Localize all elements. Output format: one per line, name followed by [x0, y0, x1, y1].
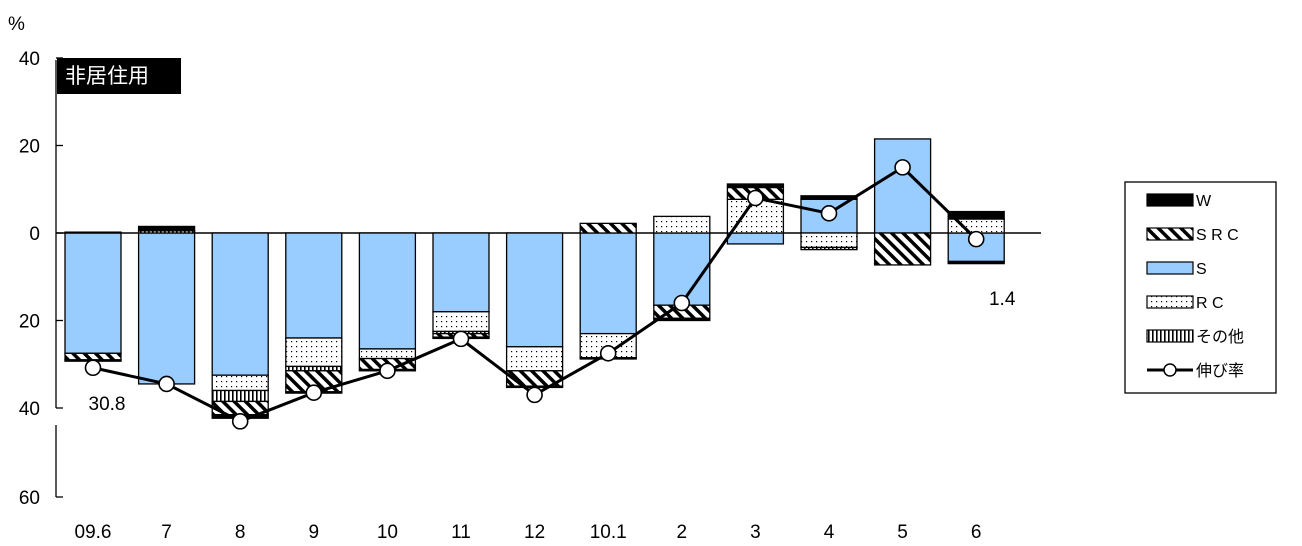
y-tick-label: 0	[29, 224, 40, 245]
x-tick-label: 11	[451, 522, 471, 543]
bar-segment-W	[947, 210, 1005, 220]
growth-line-point	[747, 189, 764, 207]
x-tick-label: 7	[161, 522, 172, 543]
legend-label: S R C	[1196, 227, 1239, 244]
legend-swatch-その他	[1146, 329, 1194, 343]
x-tick-label: 4	[824, 522, 835, 543]
bar-segment-S	[64, 232, 122, 354]
bar-segment-RC	[211, 374, 269, 392]
bar-segment-RC	[358, 348, 417, 360]
bar-segment-S	[285, 232, 343, 339]
bar-segment-S	[505, 232, 564, 348]
bar-segment-W	[137, 225, 196, 232]
bar-segment-S	[211, 232, 269, 376]
growth-line-point	[526, 386, 543, 404]
annotations: 30.8 1.4	[89, 289, 1016, 415]
growth-line-point	[967, 230, 985, 248]
legend-swatch-W	[1146, 193, 1194, 207]
y-tick-label: 40	[19, 399, 40, 420]
value-annotation: 30.8	[89, 394, 126, 415]
bar-segment-SRC	[64, 352, 122, 361]
bar-segment-W	[800, 195, 858, 200]
bar-segment-RC	[653, 215, 711, 234]
y-tick-label: 20	[19, 312, 40, 333]
y-tick-label: 60	[19, 488, 40, 509]
x-tick-label: 12	[524, 522, 545, 543]
x-tick-labels: 09.6 7 8 9 10 11 12 10.1 2 3 4 5 6	[75, 522, 982, 543]
growth-line-point	[158, 375, 175, 393]
bars	[64, 138, 1005, 419]
growth-line-point	[84, 359, 102, 377]
title-badge	[57, 58, 181, 94]
x-tick-label: 10	[377, 522, 398, 543]
legend-label: R C	[1196, 295, 1224, 312]
bar-segment-RC	[505, 346, 564, 372]
bar-segment-RC	[432, 311, 490, 333]
x-tick-label: 09.6	[75, 522, 112, 543]
growth-line-point	[379, 362, 396, 380]
legend-label: S	[1196, 261, 1207, 278]
growth-line-point	[894, 159, 911, 176]
legend-label: 伸び率	[1196, 362, 1244, 380]
growth-line-point	[305, 384, 323, 401]
bar-segment-S	[358, 232, 417, 350]
growth-line-point	[452, 330, 470, 348]
bar-segment-その他	[800, 246, 858, 251]
x-tick-label: 8	[235, 522, 246, 543]
bar-segment-W	[947, 260, 1005, 265]
legend-swatch-marker	[1163, 363, 1177, 377]
bar-segment-その他	[211, 389, 269, 403]
legend-label: その他	[1196, 328, 1244, 346]
y-tick-label: 40	[19, 49, 40, 70]
bar-segment-RC	[800, 232, 858, 249]
legend-swatch-RC	[1146, 295, 1194, 309]
y-unit-label: %	[8, 14, 25, 35]
x-tick-label: 10.1	[590, 522, 627, 543]
growth-line-point	[599, 345, 617, 362]
x-tick-label: 6	[971, 522, 982, 543]
x-tick-label: 9	[309, 522, 320, 543]
growth-line	[84, 159, 985, 430]
growth-line-point	[820, 205, 838, 222]
bar-segment-SRC	[579, 222, 637, 234]
x-tick-label: 5	[897, 522, 908, 543]
legend-label: W	[1196, 193, 1212, 210]
legend-box	[1124, 181, 1277, 394]
bar-segment-W	[64, 231, 122, 234]
bar-segment-S	[137, 232, 196, 385]
growth-line-point	[231, 413, 249, 430]
bar-segment-S	[726, 232, 785, 245]
x-tick-label: 2	[677, 522, 688, 543]
bar-segment-その他	[285, 365, 343, 372]
bar-segment-RC	[285, 337, 343, 368]
value-annotation: 1.4	[989, 289, 1016, 310]
bar-segment-S	[653, 232, 711, 306]
bar-segment-S	[432, 232, 490, 313]
y-ticks: 40 20 0 20 40 60	[19, 49, 63, 509]
title-badge-text: 非居住用	[65, 64, 149, 88]
legend-swatch-SRC	[1146, 227, 1194, 241]
bar-segment-S	[579, 232, 637, 335]
bar-segment-SRC	[873, 232, 932, 266]
bar-segment-W	[653, 317, 711, 322]
y-tick-label: 20	[19, 137, 40, 158]
legend-swatch-S	[1146, 261, 1194, 275]
bar-segment-W	[726, 183, 785, 189]
x-tick-label: 3	[750, 522, 761, 543]
growth-line-point	[673, 294, 691, 312]
